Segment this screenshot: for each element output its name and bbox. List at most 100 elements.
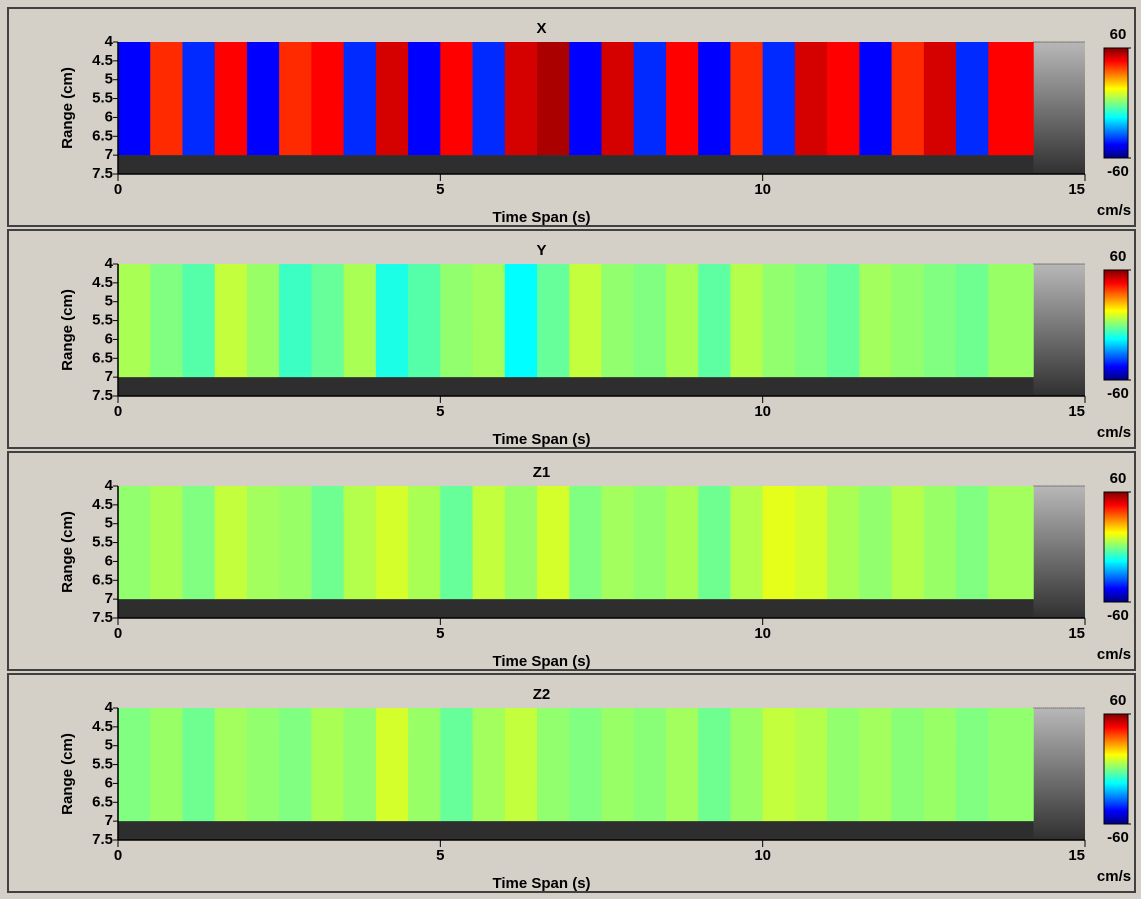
heat-cell	[665, 264, 699, 378]
panel: 0 5 10 15 4 4.5 5 5.56 6.5 7 7.5 X Time Span (s) Rang…	[7, 7, 1136, 227]
heat-cell	[246, 486, 280, 600]
y-tick-label: 7.5	[92, 165, 113, 182]
heat-cell	[730, 42, 763, 156]
colorbar-label: 60	[1110, 26, 1127, 43]
heat-cell	[923, 264, 957, 378]
heat-cell	[182, 42, 215, 156]
heat-cell	[569, 486, 602, 600]
heat-cell	[762, 42, 796, 156]
y-tick-label: 5	[105, 737, 113, 754]
y-axis-label: Range (cm)	[59, 733, 76, 815]
heat-cell	[472, 486, 506, 600]
heat-cell	[730, 486, 763, 600]
x-tick-label: 10	[754, 625, 771, 642]
y-tick-label: 5.5	[92, 90, 113, 107]
colorbar-label: -60	[1107, 385, 1129, 402]
heat-cell	[343, 486, 377, 600]
heat-cell	[118, 264, 151, 378]
heat-cell	[762, 486, 796, 600]
panel: 0 5 10 15 4 4.5 5 5.56 6.5 7 7.5 Y Time Span (s) Rang…	[7, 229, 1136, 449]
y-tick-label: 6	[105, 108, 113, 125]
y-tick-label: 4	[105, 477, 114, 494]
y-tick-label: 4.5	[92, 274, 113, 291]
heat-cell	[633, 708, 667, 822]
heat-cell	[891, 264, 925, 378]
heat-cell	[988, 708, 1034, 822]
heat-cell	[214, 42, 248, 156]
heat-cell	[569, 264, 602, 378]
heat-cell	[150, 486, 183, 600]
heat-cell	[504, 708, 538, 822]
heat-cell	[762, 264, 796, 378]
y-tick-label: 4.5	[92, 718, 113, 735]
heat-cell	[859, 264, 892, 378]
heat-cell	[440, 42, 473, 156]
chart-title: Z1	[533, 464, 551, 481]
heat-cell	[827, 264, 860, 378]
y-tick-label: 7.5	[92, 609, 113, 626]
x-tick-label: 5	[436, 181, 444, 198]
heat-cell	[891, 42, 925, 156]
heat-cell	[988, 42, 1034, 156]
heat-cell	[827, 486, 860, 600]
colorbar	[1103, 269, 1129, 381]
heat-cell	[343, 42, 377, 156]
colorbar-unit: cm/s	[1097, 202, 1131, 219]
x-tick-label: 15	[1068, 181, 1085, 198]
colorbar-label: -60	[1107, 163, 1129, 180]
heat-cell	[472, 264, 506, 378]
heat-cell	[214, 264, 248, 378]
heat-cell	[633, 486, 667, 600]
heat-cell	[246, 42, 280, 156]
heat-cell	[827, 42, 860, 156]
heat-cell	[279, 42, 312, 156]
heat-cell	[665, 708, 699, 822]
chart-title: Y	[536, 242, 546, 259]
heat-cell	[698, 708, 731, 822]
colorbar-label: 60	[1110, 470, 1127, 487]
heat-cell	[891, 486, 925, 600]
heat-cell	[375, 264, 409, 378]
heat-cell	[859, 486, 892, 600]
heat-cell	[343, 708, 377, 822]
heat-cell	[440, 486, 473, 600]
colorbar-label: -60	[1107, 607, 1129, 624]
y-axis-label: Range (cm)	[59, 67, 76, 149]
colorbar-unit: cm/s	[1097, 424, 1131, 441]
x-tick-label: 10	[754, 181, 771, 198]
heat-cell	[794, 264, 828, 378]
heat-cell	[601, 708, 635, 822]
heat-cell	[504, 264, 538, 378]
x-tick-label: 0	[114, 625, 122, 642]
heat-cell	[633, 264, 667, 378]
heat-cell	[408, 486, 441, 600]
heat-cell	[182, 264, 215, 378]
heat-cell	[698, 264, 731, 378]
heat-cell	[988, 264, 1034, 378]
y-tick-label: 6.5	[92, 571, 113, 588]
x-tick-label: 5	[436, 625, 444, 642]
colorbar	[1103, 713, 1129, 825]
colorbar-label: 60	[1110, 692, 1127, 709]
panel: 0 5 10 15 4 4.5 5 5.56 6.5 7 7.5 Z1 Time Span (s) Ran…	[7, 451, 1136, 671]
heat-cell	[891, 708, 925, 822]
heat-cell	[988, 486, 1034, 600]
heat-cell	[730, 708, 763, 822]
heat-cell	[472, 42, 506, 156]
heat-cell	[794, 42, 828, 156]
heat-cell	[859, 42, 892, 156]
heat-cell	[279, 486, 312, 600]
heat-cell	[569, 42, 602, 156]
heat-cell	[440, 708, 473, 822]
y-tick-label: 4	[105, 699, 114, 716]
x-tick-label: 15	[1068, 847, 1085, 864]
heat-cell	[923, 486, 957, 600]
heat-cell	[859, 708, 892, 822]
heat-cell	[956, 42, 989, 156]
chart-title: X	[536, 20, 546, 37]
heat-cell	[794, 486, 828, 600]
colorbar-label: -60	[1107, 829, 1129, 846]
y-tick-label: 7	[105, 812, 113, 829]
heat-cell	[118, 486, 151, 600]
